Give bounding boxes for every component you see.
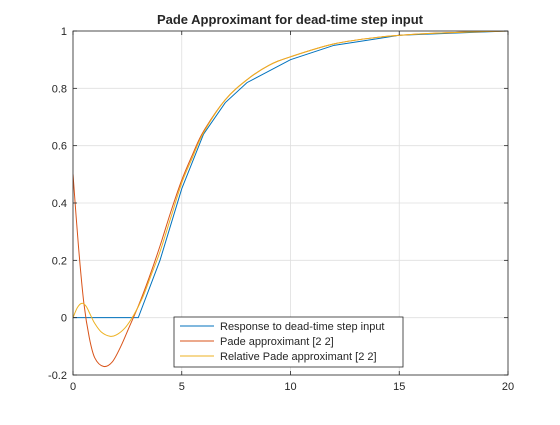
x-tick-label: 0 [70,381,76,393]
legend: Response to dead-time step input Pade app… [173,316,404,368]
axis-ticks: 0 5 10 15 20-0.200.20.40.60.81 [48,26,514,393]
y-tick-label: 0 [61,313,67,325]
x-tick-label: 5 [179,381,185,393]
series-dead-time-response [73,31,508,319]
legend-label: Relative Pade approximant [2 2] [220,351,377,363]
chart-title: Pade Approximant for dead-time step inpu… [157,12,424,27]
legend-label: Response to dead-time step input [220,321,385,333]
y-tick-label: 0.6 [52,141,67,153]
legend-label: Pade approximant [2 2] [220,336,334,348]
y-tick-label: 1 [61,26,67,38]
legend-box [173,316,404,368]
y-tick-label: -0.2 [48,370,67,382]
y-tick-label: 0.2 [52,255,67,267]
x-tick-label: 15 [393,381,405,393]
x-tick-label: 10 [284,381,296,393]
series-relative-pade-approximant [73,31,508,337]
y-tick-label: 0.8 [52,83,67,95]
x-tick-label: 20 [502,381,514,393]
y-tick-label: 0.4 [52,198,67,210]
series-lines [73,31,508,368]
